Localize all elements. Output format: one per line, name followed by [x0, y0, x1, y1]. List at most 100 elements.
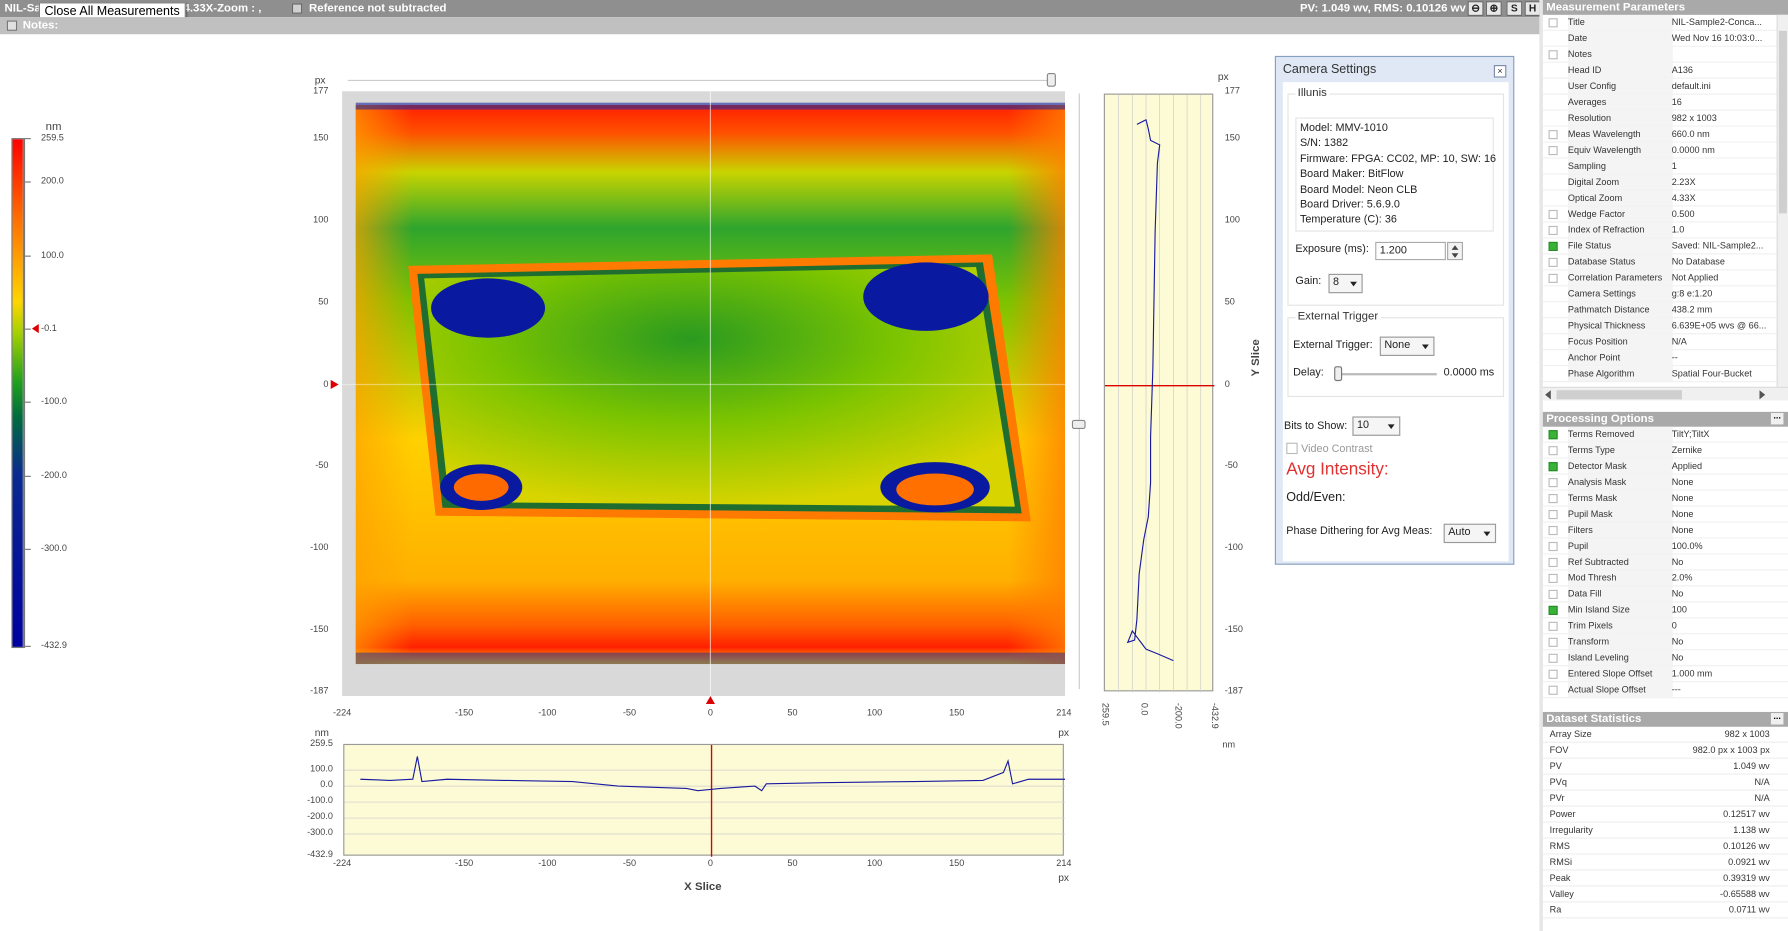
measurement-param-row[interactable]: Index of Refraction 1.0: [1542, 222, 1788, 239]
processing-option-row-checkbox[interactable]: [1548, 669, 1558, 679]
measurement-param-row[interactable]: Pathmatch Distance 438.2 mm: [1542, 302, 1788, 319]
measurement-param-row-checkbox[interactable]: [1548, 50, 1558, 60]
processing-options-more-button[interactable]: ...: [1770, 411, 1784, 425]
bits-select[interactable]: 10: [1352, 416, 1401, 436]
processing-option-row-checkbox[interactable]: [1548, 525, 1558, 536]
measurement-param-row[interactable]: Camera Settings g:8 e:1.20: [1542, 286, 1788, 303]
measurement-param-row-checkbox[interactable]: [1548, 130, 1558, 140]
spin-up-icon[interactable]: [1451, 245, 1459, 250]
processing-option-row-checkbox[interactable]: [1548, 509, 1558, 520]
main-plot-area[interactable]: [342, 91, 1066, 696]
processing-option-row-checkbox[interactable]: [1548, 653, 1558, 663]
processing-option-row-checkbox[interactable]: [1548, 430, 1558, 440]
measurement-param-row-checkbox[interactable]: [1548, 273, 1558, 283]
processing-option-row[interactable]: Detector Mask Applied: [1542, 458, 1788, 475]
panel-splitter[interactable]: [1539, 0, 1543, 931]
measurement-param-row[interactable]: Anchor Point --: [1542, 350, 1788, 367]
measurement-param-row[interactable]: Physical Thickness 6.639E+05 wvs @ 66...: [1542, 318, 1788, 335]
measurement-param-row[interactable]: User Config default.ini: [1542, 78, 1788, 95]
measurement-param-row[interactable]: File Status Saved: NIL-Sample2...: [1542, 238, 1788, 255]
processing-option-row-checkbox[interactable]: [1548, 605, 1558, 615]
measurement-param-row[interactable]: Digital Zoom 2.23X: [1542, 174, 1788, 191]
measurement-param-row-checkbox[interactable]: [1548, 18, 1558, 28]
mp-scroll-thumb[interactable]: [1778, 30, 1787, 214]
measurement-param-row-checkbox[interactable]: [1548, 146, 1558, 156]
main-plot-vscroll-track[interactable]: [1078, 93, 1080, 690]
external-trigger-select[interactable]: None: [1379, 336, 1435, 356]
colorbar-marker-icon[interactable]: [31, 324, 39, 334]
measurement-param-row-checkbox[interactable]: [1548, 209, 1558, 220]
measurement-param-row[interactable]: Averages 16: [1542, 94, 1788, 111]
processing-option-row[interactable]: Min Island Size 100: [1542, 602, 1788, 619]
measurement-param-row[interactable]: Phase Algorithm Spatial Four-Bucket: [1542, 366, 1788, 383]
measurement-param-row-checkbox[interactable]: [1548, 257, 1558, 267]
scroll-right-icon[interactable]: [1759, 390, 1766, 400]
mp-scrollbar[interactable]: [1776, 14, 1788, 387]
processing-option-row[interactable]: Actual Slope Offset ---: [1542, 682, 1788, 699]
processing-option-row-checkbox[interactable]: [1548, 637, 1558, 647]
processing-option-row[interactable]: Pupil 100.0%: [1542, 538, 1788, 555]
processing-option-row-checkbox[interactable]: [1548, 494, 1558, 504]
reference-checkbox[interactable]: [291, 3, 303, 14]
spin-down-icon[interactable]: [1451, 253, 1459, 258]
delay-slider-track[interactable]: [1338, 373, 1437, 376]
h-button[interactable]: H: [1524, 1, 1541, 16]
processing-option-row[interactable]: Entered Slope Offset 1.000 mm: [1542, 666, 1788, 683]
processing-option-row[interactable]: Terms Removed TiltY;TiltX: [1542, 426, 1788, 443]
measurement-param-row[interactable]: Database Status No Database: [1542, 254, 1788, 271]
surface-map[interactable]: [342, 91, 1066, 696]
measurement-param-row[interactable]: Head ID A136: [1542, 62, 1788, 79]
y-crosshair-marker-icon[interactable]: [330, 379, 339, 390]
x-crosshair-marker-icon[interactable]: [705, 695, 715, 704]
processing-option-row-checkbox[interactable]: [1548, 462, 1558, 472]
mp-hscrollbar[interactable]: [1542, 386, 1788, 401]
x-slice-plot[interactable]: [343, 743, 1066, 857]
notes-checkbox[interactable]: [6, 20, 18, 31]
measurement-param-row[interactable]: Correlation Parameters Not Applied: [1542, 270, 1788, 287]
processing-option-row-checkbox[interactable]: [1548, 478, 1558, 488]
camera-settings-close-button[interactable]: ×: [1493, 65, 1507, 78]
video-contrast-checkbox[interactable]: [1286, 442, 1298, 455]
processing-option-row[interactable]: Filters None: [1542, 522, 1788, 539]
processing-option-row[interactable]: Transform No: [1542, 634, 1788, 651]
processing-option-row[interactable]: Ref Subtracted No: [1542, 554, 1788, 571]
y-slice-plot[interactable]: [1103, 93, 1215, 693]
measurement-param-row[interactable]: Resolution 982 x 1003: [1542, 110, 1788, 127]
scroll-left-icon[interactable]: [1545, 390, 1551, 400]
measurement-param-row[interactable]: Sampling 1: [1542, 158, 1788, 175]
main-plot-scroll-thumb[interactable]: [1046, 73, 1056, 87]
measurement-param-row-checkbox[interactable]: [1548, 241, 1558, 252]
s-button[interactable]: S: [1506, 1, 1523, 16]
processing-option-row[interactable]: Analysis Mask None: [1542, 474, 1788, 491]
dithering-select[interactable]: Auto: [1443, 523, 1497, 544]
processing-option-row[interactable]: Terms Mask None: [1542, 490, 1788, 507]
processing-option-row-checkbox[interactable]: [1548, 621, 1558, 631]
zoom-in-button[interactable]: ⊕: [1485, 1, 1502, 16]
measurement-param-row[interactable]: Optical Zoom 4.33X: [1542, 190, 1788, 207]
measurement-param-row[interactable]: Date Wed Nov 16 10:03:0...: [1542, 30, 1788, 47]
measurement-param-row[interactable]: Equiv Wavelength 0.0000 nm: [1542, 142, 1788, 159]
processing-option-row[interactable]: Trim Pixels 0: [1542, 618, 1788, 635]
measurement-param-row-checkbox[interactable]: [1548, 225, 1558, 236]
processing-option-row-checkbox[interactable]: [1548, 589, 1558, 599]
delay-slider-thumb[interactable]: [1334, 366, 1343, 382]
dataset-statistics-more-button[interactable]: ...: [1770, 711, 1784, 725]
exposure-input[interactable]: 1.200: [1375, 241, 1446, 261]
main-plot-vscroll-thumb[interactable]: [1071, 419, 1086, 429]
processing-option-row-checkbox[interactable]: [1548, 446, 1558, 456]
main-plot-scroll-track[interactable]: [347, 79, 1053, 82]
processing-option-row[interactable]: Mod Thresh 2.0%: [1542, 570, 1788, 587]
measurement-title[interactable]: NIL-Sa: [4, 2, 41, 15]
processing-option-row[interactable]: Pupil Mask None: [1542, 506, 1788, 523]
measurement-param-row[interactable]: Notes: [1542, 46, 1788, 63]
measurement-param-row[interactable]: Meas Wavelength 660.0 nm: [1542, 126, 1788, 143]
zoom-out-button[interactable]: ⊖: [1467, 1, 1484, 16]
processing-option-row[interactable]: Terms Type Zernike: [1542, 442, 1788, 459]
exposure-spinner[interactable]: [1447, 241, 1464, 261]
measurement-param-row[interactable]: Focus Position N/A: [1542, 334, 1788, 351]
processing-option-row-checkbox[interactable]: [1548, 541, 1558, 552]
measurement-param-row[interactable]: Wedge Factor 0.500: [1542, 206, 1788, 223]
processing-option-row[interactable]: Island Leveling No: [1542, 650, 1788, 667]
processing-option-row-checkbox[interactable]: [1548, 573, 1558, 584]
measurement-param-row[interactable]: Title NIL-Sample2-Conca...: [1542, 14, 1788, 31]
